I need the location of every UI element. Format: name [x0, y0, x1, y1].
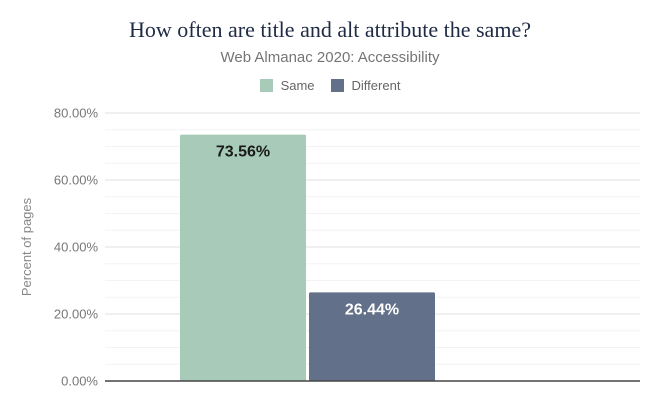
legend-item-same[interactable]: Same: [259, 78, 315, 93]
legend-swatch-different: [330, 79, 344, 92]
data-label-same: 73.56%: [216, 144, 270, 161]
y-tick-label: 80.00%: [54, 106, 99, 121]
legend-label-same: Same: [280, 78, 315, 93]
y-axis-title: Percent of pages: [19, 197, 34, 296]
bar-different: [309, 292, 435, 381]
y-tick-label: 20.00%: [54, 307, 99, 322]
chart-title: How often are title and alt attribute th…: [129, 17, 531, 42]
legend-label-different: Different: [351, 78, 401, 93]
bar-same: [180, 134, 306, 381]
y-tick-label: 60.00%: [54, 173, 99, 188]
chart-subtitle: Web Almanac 2020: Accessibility: [220, 49, 440, 66]
legend-swatch-same: [259, 79, 273, 92]
y-tick-label: 0.00%: [61, 374, 98, 389]
legend-item-different[interactable]: Different: [330, 78, 401, 93]
y-tick-label: 40.00%: [54, 240, 99, 255]
chart-legend: Same Different: [0, 78, 660, 93]
data-label-different: 26.44%: [345, 301, 399, 318]
